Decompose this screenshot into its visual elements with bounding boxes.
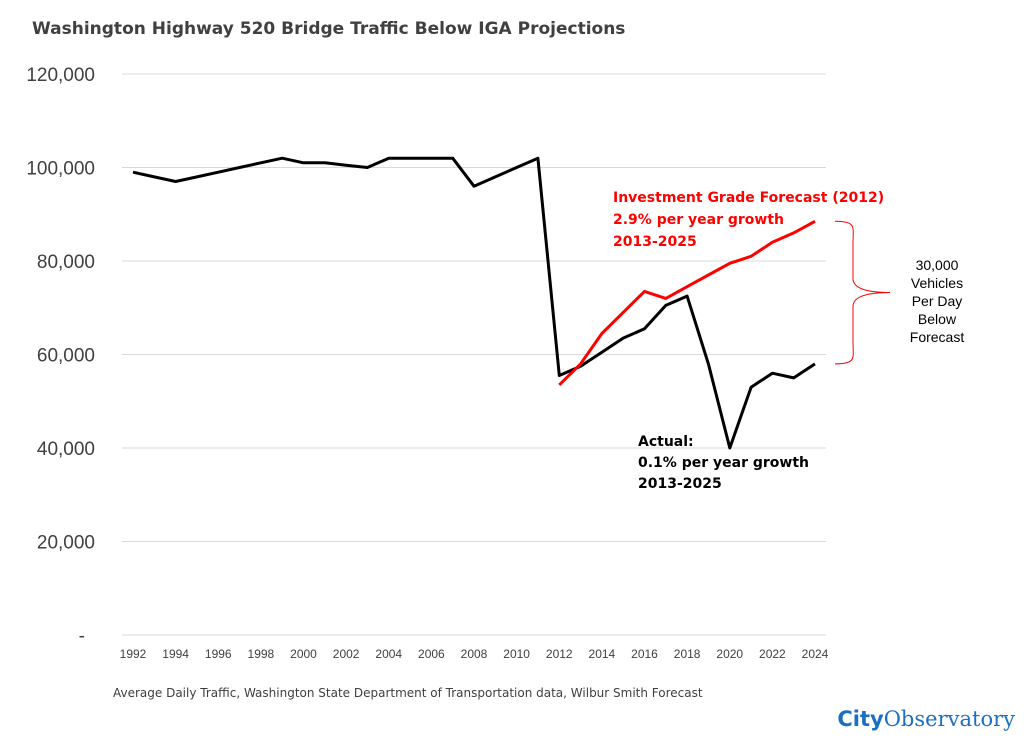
chart-title: Washington Highway 520 Bridge Traffic Be… xyxy=(32,19,625,39)
x-axis: 1992 1994 1996 1998 2000 2002 2004 2006 2008 2010… xyxy=(120,647,829,661)
actual-traffic-line xyxy=(132,156,816,450)
forecast-annotation: Investment Grade Forecast (2012) 2.9% per… xyxy=(613,190,884,250)
x-tick-label: 2016 xyxy=(631,647,658,661)
x-tick-label: 2014 xyxy=(589,647,616,661)
x-tick-label: 1992 xyxy=(120,647,147,661)
gridlines xyxy=(122,73,826,636)
x-tick-label: 2024 xyxy=(802,647,829,661)
x-tick-label: 2006 xyxy=(418,647,445,661)
brand-logo: CityObservatory xyxy=(837,707,1015,731)
y-tick-label: 100,000 xyxy=(26,159,95,180)
forecast-annotation-line: 2013-2025 xyxy=(613,234,697,250)
gap-annotation-line: Below xyxy=(918,311,957,327)
series-group xyxy=(132,156,816,450)
y-axis: - 20,000 40,000 60,000 80,000 100,000 120,000 xyxy=(26,65,95,647)
x-tick-label: 2018 xyxy=(674,647,701,661)
actual-annotation: Actual: 0.1% per year growth 2013-2025 xyxy=(638,434,809,492)
gap-annotation-line: 30,000 xyxy=(916,257,959,273)
x-tick-label: 2010 xyxy=(503,647,530,661)
x-tick-label: 1994 xyxy=(162,647,189,661)
x-tick-label: 1998 xyxy=(248,647,275,661)
actual-annotation-line: 2013-2025 xyxy=(638,476,722,492)
forecast-line xyxy=(558,219,816,386)
y-tick-label: 20,000 xyxy=(37,533,95,554)
forecast-annotation-line: Investment Grade Forecast (2012) xyxy=(613,190,884,206)
x-tick-label: 1996 xyxy=(205,647,232,661)
gap-annotation: 30,000 Vehicles Per Day Below Forecast xyxy=(910,257,965,345)
y-tick-label: 40,000 xyxy=(37,439,95,460)
actual-annotation-line: 0.1% per year growth xyxy=(638,455,809,471)
x-tick-label: 2002 xyxy=(333,647,360,661)
gap-brace xyxy=(834,220,891,365)
brand-observatory: Observatory xyxy=(884,707,1015,731)
x-tick-label: 2020 xyxy=(716,647,743,661)
brand-city: City xyxy=(837,707,884,731)
x-tick-label: 2004 xyxy=(375,647,402,661)
x-tick-label: 2008 xyxy=(461,647,488,661)
y-tick-label: 80,000 xyxy=(37,252,95,273)
gap-annotation-line: Per Day xyxy=(912,293,963,309)
x-tick-label: 2022 xyxy=(759,647,786,661)
x-tick-label: 2000 xyxy=(290,647,317,661)
source-note: Average Daily Traffic, Washington State … xyxy=(113,686,703,700)
y-tick-label: - xyxy=(79,626,85,647)
y-tick-label: 120,000 xyxy=(26,65,95,86)
x-tick-label: 2012 xyxy=(546,647,573,661)
gap-annotation-line: Vehicles xyxy=(911,275,963,291)
y-tick-label: 60,000 xyxy=(37,346,95,367)
actual-annotation-line: Actual: xyxy=(638,434,694,450)
gap-annotation-line: Forecast xyxy=(910,329,965,345)
forecast-annotation-line: 2.9% per year growth xyxy=(613,212,784,228)
